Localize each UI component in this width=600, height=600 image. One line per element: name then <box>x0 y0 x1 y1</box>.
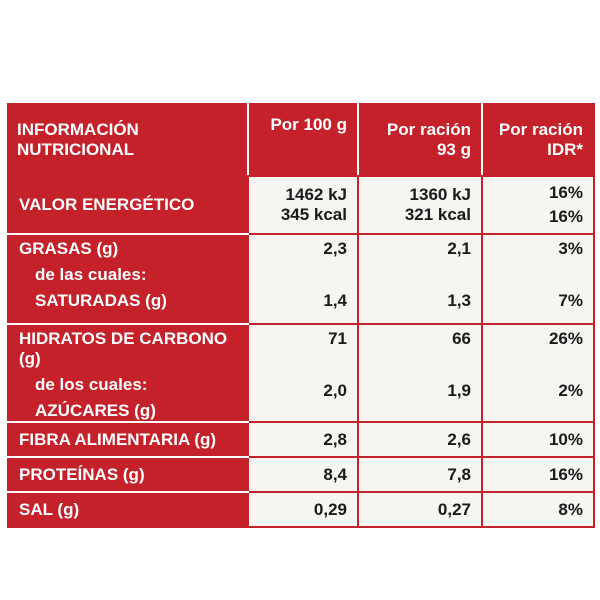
sugars-per-serving-value: 1,9 <box>447 381 471 400</box>
carbs-label: HIDRATOS DE CARBONO (g) <box>19 329 228 368</box>
salt-idr: 8% <box>481 491 595 528</box>
table-row-carbohydrates: HIDRATOS DE CARBONO (g) de los cuales: A… <box>7 323 595 423</box>
fat-per-100g: 2,3 1,4 <box>247 233 359 325</box>
carbs-label-cell: HIDRATOS DE CARBONO (g) de los cuales: A… <box>7 323 249 423</box>
energy-per-100g: 1462 kJ 345 kcal <box>247 175 359 235</box>
sugars-per-100g-value: 2,0 <box>323 381 347 400</box>
header-per-100g: Por 100 g <box>247 103 359 177</box>
fat-label: GRASAS (g) <box>19 239 119 258</box>
salt-label: SAL (g) <box>7 491 249 528</box>
fat-per-serving-value: 2,1 <box>447 239 471 258</box>
header-per-serving: Por ración 93 g <box>357 103 483 177</box>
carbs-per-100g-value: 71 <box>328 329 347 348</box>
energy-per-serving: 1360 kJ 321 kcal <box>357 175 483 235</box>
header-per-serving-line1: Por ración <box>386 120 471 139</box>
salt-per-100g: 0,29 <box>247 491 359 528</box>
fat-label-cell: GRASAS (g) de las cuales: SATURADAS (g) <box>7 233 249 325</box>
saturated-per-serving-value: 1,3 <box>447 291 471 310</box>
fiber-idr: 10% <box>481 421 595 458</box>
protein-label: PROTEÍNAS (g) <box>7 456 249 493</box>
energy-per-100g-kj: 1462 kJ <box>285 185 347 204</box>
saturated-per-100g-value: 1,4 <box>323 291 347 310</box>
carbs-per-serving-value: 66 <box>452 329 471 348</box>
table-row-energy: VALOR ENERGÉTICO 1462 kJ 345 kcal 1360 k… <box>7 175 595 235</box>
table-row-fat: GRASAS (g) de las cuales: SATURADAS (g) … <box>7 233 595 325</box>
protein-per-100g: 8,4 <box>247 456 359 493</box>
header-title-line2: NUTRICIONAL <box>17 140 135 159</box>
fiber-per-serving: 2,6 <box>357 421 483 458</box>
sugars-idr-value: 2% <box>558 381 583 400</box>
fat-per-serving: 2,1 1,3 <box>357 233 483 325</box>
protein-idr: 16% <box>481 456 595 493</box>
carbs-sub-of-which: de los cuales: <box>35 375 148 394</box>
fiber-per-100g: 2,8 <box>247 421 359 458</box>
header-title: INFORMACIÓN NUTRICIONAL <box>7 103 249 177</box>
table-row-protein: PROTEÍNAS (g) 8,4 7,8 16% <box>7 456 595 493</box>
header-per-serving-line2: 93 g <box>436 140 471 159</box>
energy-idr: 16% 16% <box>481 175 595 235</box>
saturated-idr-value: 7% <box>558 291 583 310</box>
carbs-per-serving: 66 1,9 <box>357 323 483 423</box>
energy-idr-kj: 16% <box>548 183 583 202</box>
header-idr-line1: Por ración <box>498 120 583 139</box>
fat-idr: 3% 7% <box>481 233 595 325</box>
energy-per-serving-kcal: 321 kcal <box>404 205 471 224</box>
salt-per-serving: 0,27 <box>357 491 483 528</box>
header-idr-line2: IDR* <box>547 140 583 159</box>
header-idr: Por ración IDR* <box>481 103 595 177</box>
nutrition-table: INFORMACIÓN NUTRICIONAL Por 100 g Por ra… <box>7 103 595 528</box>
protein-per-serving: 7,8 <box>357 456 483 493</box>
carbs-idr: 26% 2% <box>481 323 595 423</box>
carbs-per-100g: 71 2,0 <box>247 323 359 423</box>
fat-per-100g-value: 2,3 <box>323 239 347 258</box>
energy-label: VALOR ENERGÉTICO <box>7 175 249 235</box>
table-row-fiber: FIBRA ALIMENTARIA (g) 2,8 2,6 10% <box>7 421 595 458</box>
table-header-row: INFORMACIÓN NUTRICIONAL Por 100 g Por ra… <box>7 103 595 177</box>
saturated-label: SATURADAS (g) <box>35 291 167 310</box>
fiber-label: FIBRA ALIMENTARIA (g) <box>7 421 249 458</box>
fat-idr-value: 3% <box>558 239 583 258</box>
energy-per-100g-kcal: 345 kcal <box>280 205 347 224</box>
energy-per-serving-kj: 1360 kJ <box>409 185 471 204</box>
table-row-salt: SAL (g) 0,29 0,27 8% <box>7 491 595 528</box>
energy-idr-kcal: 16% <box>548 207 583 226</box>
carbs-idr-value: 26% <box>548 329 583 348</box>
header-per-100g-label: Por 100 g <box>270 115 347 134</box>
sugars-label: AZÚCARES (g) <box>35 401 156 420</box>
header-title-line1: INFORMACIÓN <box>17 120 139 139</box>
fat-sub-of-which: de las cuales: <box>35 265 147 284</box>
